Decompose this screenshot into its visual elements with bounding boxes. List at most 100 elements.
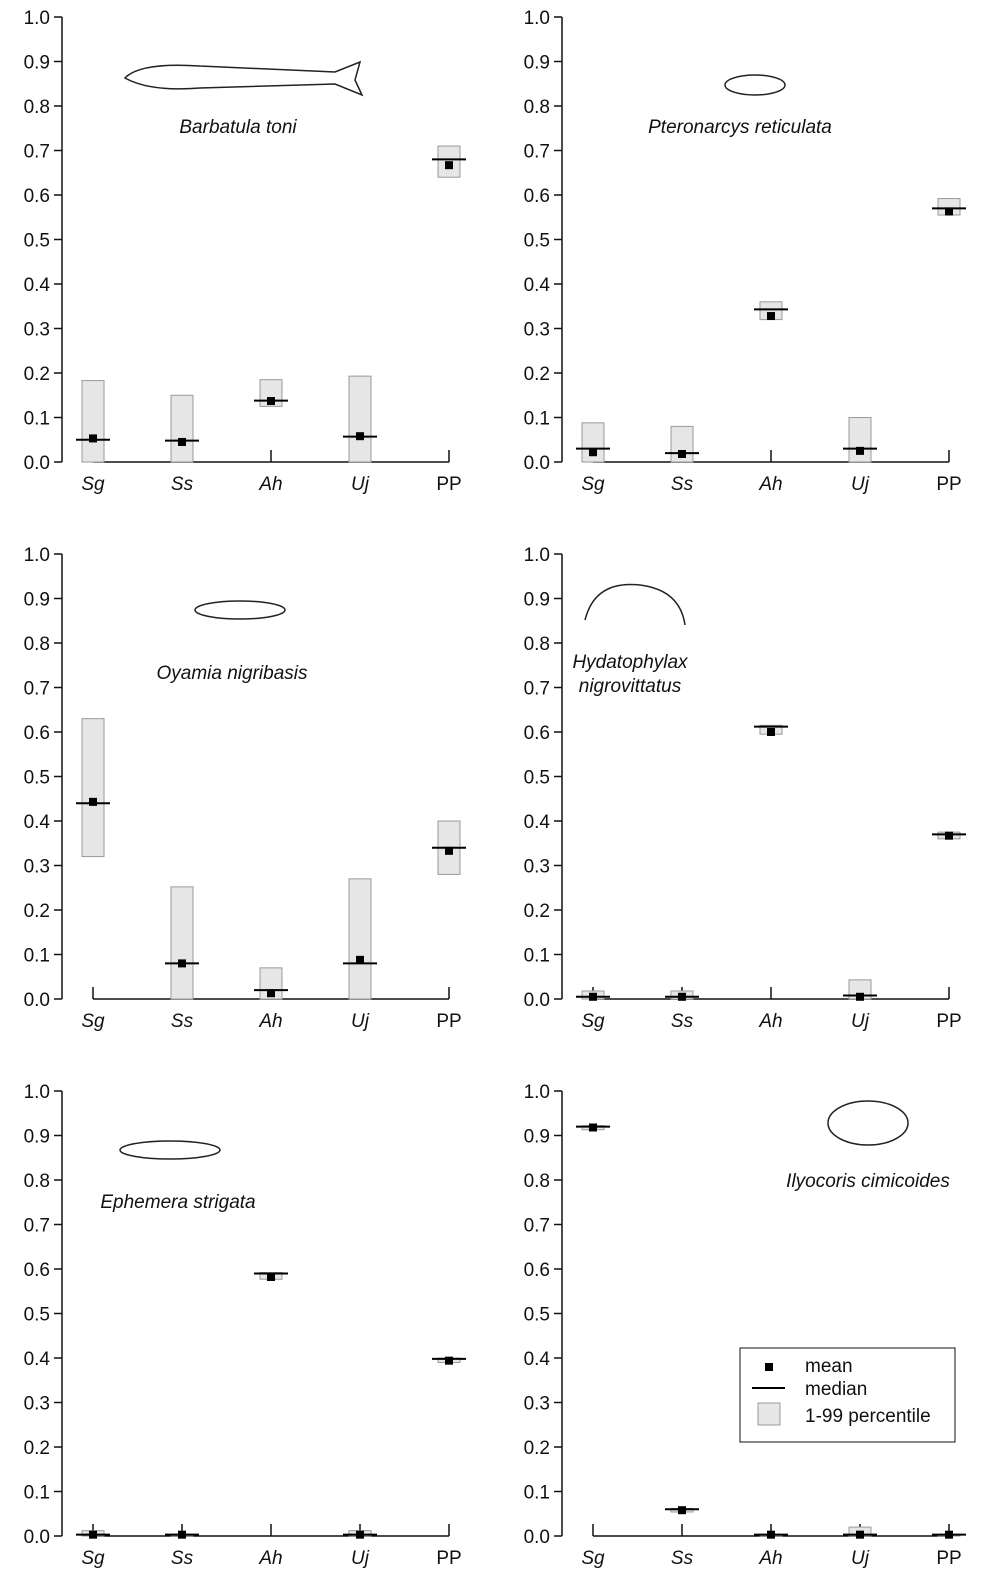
percentile-box bbox=[848, 417, 872, 463]
legend-label: 1-99 percentile bbox=[805, 1406, 931, 1427]
mean bbox=[589, 992, 597, 1001]
percentile-box bbox=[170, 394, 194, 463]
mean bbox=[767, 728, 775, 736]
x-tick-label: Ss bbox=[171, 1011, 194, 1032]
x-tick-label: Ah bbox=[758, 1548, 782, 1569]
x-tick-label: PP bbox=[936, 474, 961, 495]
mean bbox=[678, 992, 686, 1001]
mean bbox=[767, 1530, 775, 1539]
y-tick-label: 0.5 bbox=[24, 1305, 50, 1326]
mean bbox=[89, 797, 97, 806]
y-tick-label: 0.3 bbox=[524, 1394, 550, 1415]
y-tick-label: 0.5 bbox=[524, 768, 550, 789]
y-tick-label: 0.9 bbox=[24, 53, 50, 74]
y-tick-label: 1.0 bbox=[524, 545, 550, 566]
y-tick-label: 0.8 bbox=[524, 1171, 550, 1192]
y-tick-label: 0.2 bbox=[24, 1438, 50, 1459]
y-tick-label: 0.0 bbox=[524, 453, 550, 474]
mean bbox=[445, 846, 453, 855]
species-name: Ephemera strigata bbox=[100, 1192, 255, 1213]
y-tick-label: 0.1 bbox=[24, 946, 50, 967]
y-tick-label: 0.0 bbox=[524, 1527, 550, 1548]
legend-label: median bbox=[805, 1379, 867, 1400]
x-tick-label: PP bbox=[936, 1011, 961, 1032]
legend-mean-key bbox=[765, 1363, 773, 1371]
y-tick-label: 1.0 bbox=[24, 8, 50, 29]
x-tick-label: Ah bbox=[258, 1011, 282, 1032]
x-tick-label: Ah bbox=[758, 1011, 782, 1032]
species-name: Pteronarcys reticulata bbox=[648, 117, 832, 138]
mayfly-icon bbox=[119, 1140, 221, 1160]
y-tick-label: 0.1 bbox=[24, 1483, 50, 1504]
mean bbox=[178, 1530, 186, 1539]
x-tick-label: Ah bbox=[758, 474, 782, 495]
mean bbox=[178, 437, 186, 446]
percentile-box bbox=[170, 886, 194, 1000]
y-tick-label: 1.0 bbox=[524, 1082, 550, 1103]
y-tick-label: 0.6 bbox=[24, 723, 50, 744]
y-tick-label: 0.2 bbox=[524, 901, 550, 922]
mean bbox=[945, 1530, 953, 1539]
mean bbox=[678, 449, 686, 458]
y-tick-label: 0.7 bbox=[24, 679, 50, 700]
mean bbox=[445, 161, 453, 170]
x-tick-label: PP bbox=[436, 474, 461, 495]
x-tick-label: Sg bbox=[81, 1011, 105, 1032]
mean bbox=[678, 1506, 686, 1515]
y-tick-label: 0.8 bbox=[524, 634, 550, 655]
mean bbox=[178, 959, 186, 968]
x-tick-label: Uj bbox=[851, 1548, 870, 1569]
y-tick-label: 0.3 bbox=[24, 857, 50, 878]
y-tick-label: 1.0 bbox=[24, 545, 50, 566]
x-tick-label: PP bbox=[436, 1011, 461, 1032]
percentile-box bbox=[81, 380, 105, 463]
y-tick-label: 0.2 bbox=[24, 901, 50, 922]
mean bbox=[945, 207, 953, 216]
stonefly-icon bbox=[194, 600, 286, 620]
y-tick-label: 0.0 bbox=[24, 1527, 50, 1548]
x-tick-label: Ah bbox=[258, 474, 282, 495]
legend-box bbox=[739, 1347, 956, 1443]
mean bbox=[267, 1273, 275, 1282]
stonefly-icon bbox=[724, 74, 786, 96]
species-name: Ilyocoris cimicoides bbox=[786, 1171, 950, 1192]
y-tick-label: 0.9 bbox=[24, 1127, 50, 1148]
x-tick-label: Sg bbox=[81, 474, 105, 495]
x-tick-label: Ss bbox=[171, 1548, 194, 1569]
x-tick-label: Ss bbox=[671, 1548, 694, 1569]
y-tick-label: 0.5 bbox=[524, 231, 550, 252]
y-tick-label: 0.1 bbox=[524, 409, 550, 430]
y-tick-label: 0.4 bbox=[24, 1349, 51, 1370]
y-tick-label: 0.0 bbox=[24, 990, 50, 1011]
y-tick-label: 0.8 bbox=[24, 1171, 50, 1192]
y-tick-label: 0.6 bbox=[24, 186, 50, 207]
mean bbox=[767, 312, 775, 321]
percentile-box bbox=[348, 375, 372, 463]
mean bbox=[945, 831, 953, 840]
x-tick-label: Sg bbox=[581, 474, 605, 495]
species-name: Hydatophylax nigrovittatus bbox=[572, 652, 689, 697]
percentile-box bbox=[259, 967, 283, 1000]
y-tick-label: 0.2 bbox=[524, 1438, 550, 1459]
y-tick-label: 0.9 bbox=[524, 590, 550, 611]
y-tick-label: 0.4 bbox=[524, 275, 551, 296]
y-tick-label: 0.7 bbox=[524, 142, 550, 163]
x-tick-label: Ss bbox=[171, 474, 194, 495]
y-tick-label: 0.6 bbox=[24, 1260, 50, 1281]
y-tick-label: 0.7 bbox=[24, 1216, 50, 1237]
y-tick-label: 1.0 bbox=[524, 8, 550, 29]
y-tick-label: 0.0 bbox=[24, 453, 50, 474]
x-tick-label: Ss bbox=[671, 474, 694, 495]
mean bbox=[445, 1356, 453, 1365]
y-tick-label: 0.3 bbox=[524, 320, 550, 341]
mean bbox=[89, 1530, 97, 1539]
percentile-box bbox=[581, 422, 605, 463]
y-tick-label: 0.7 bbox=[24, 142, 50, 163]
x-tick-label: Sg bbox=[581, 1548, 605, 1569]
y-tick-label: 0.1 bbox=[524, 946, 550, 967]
y-tick-label: 0.2 bbox=[524, 364, 550, 385]
mean bbox=[856, 1530, 864, 1539]
y-tick-label: 0.4 bbox=[524, 812, 551, 833]
y-tick-label: 0.0 bbox=[524, 990, 550, 1011]
